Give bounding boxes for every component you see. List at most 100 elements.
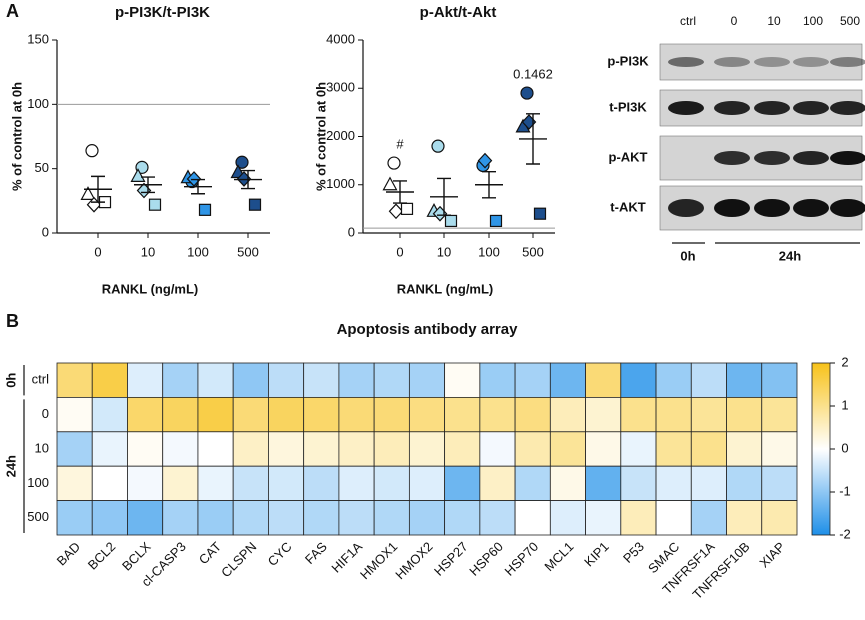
heatmap-cell [162,500,199,536]
colorbar-tick-label: -2 [839,526,851,541]
error-bar [241,169,255,190]
dot [387,156,401,170]
dot [489,214,503,228]
column-label: FAS [302,539,330,567]
column-label: MCL1 [541,539,576,574]
column-label: BAD [54,539,84,569]
heatmap-cell [303,431,340,467]
heatmap-cell [444,362,481,398]
colorbar-tick-label: 2 [841,354,848,369]
column-label: KIP1 [581,539,612,570]
heatmap-cell [690,431,727,467]
colorbar [811,362,831,536]
error-bar [91,175,105,203]
column-label: HMOX2 [392,539,435,582]
panel-label: A [6,1,19,21]
heatmap-cell [91,362,128,398]
blot-band [668,57,704,67]
heatmap-cell [162,362,199,398]
x-axis-label: RANKL (ng/mL) [397,281,494,296]
heatmap-cell [408,396,446,433]
heatmap-cell [726,465,763,502]
heatmap-cell [761,431,798,467]
heatmap-cell [655,396,692,433]
dot [85,144,99,158]
dot [431,139,445,153]
dot [80,186,96,200]
dot [248,198,262,211]
error-bar [482,171,496,199]
heatmap-cell [303,500,340,536]
colorbar-tick-label: 0 [841,440,848,455]
heatmap-cell [303,396,340,433]
y-tick-label: 50 [35,160,49,175]
heatmap-cell [690,396,727,433]
blot-band [793,151,829,165]
error-bar [437,177,451,216]
heatmap-cell [514,396,551,433]
blot-column-label: 100 [803,14,823,28]
colorbar-tick-label: -1 [839,483,851,498]
blot-band [714,57,750,67]
blot-band [793,199,829,217]
heatmap-cell [549,465,586,502]
blot-row-label: t-AKT [610,199,645,214]
group-label: 24h [3,455,18,477]
y-tick-label: 0 [42,224,49,239]
heatmap-cell [268,500,305,536]
column-label: HSP60 [466,539,506,579]
row-label: 10 [35,440,49,455]
heatmap-cell [338,362,375,398]
dot [130,168,146,182]
y-tick-label: 1000 [326,176,355,191]
error-bar [191,178,205,195]
heatmap-cell [620,362,657,398]
dot [477,152,493,169]
heatmap-cell [444,396,481,433]
y-tick-label: 4000 [326,31,355,46]
heatmap-cell [91,500,128,536]
blot-band [754,57,790,67]
heatmap-cell [232,396,269,433]
blot-band [793,57,829,67]
heatmap-cell [338,431,375,467]
heatmap-cell [585,465,622,502]
column-label: BCL2 [85,539,119,573]
dot [444,214,458,228]
heatmap-cell [479,396,516,433]
heatmap-cell [655,500,692,536]
heatmap-cell [444,431,481,467]
heatmap-cell [585,396,622,433]
heatmap-cell [479,465,516,502]
column-label: CAT [196,539,224,567]
column-label: CYC [265,539,295,569]
row-label: 0 [42,406,49,421]
blot-row-label: t-PI3K [609,99,647,114]
heatmap-cell [620,465,657,502]
heatmap-cell [514,500,551,536]
heatmap-cell [408,465,446,502]
heatmap-cell [162,396,199,433]
y-tick-label: 3000 [326,80,355,95]
heatmap-cell [373,500,410,536]
heatmap-cell [408,362,446,398]
group-label: 0h [3,373,18,388]
heatmap-cell [197,431,234,467]
heatmap-cell [232,431,269,467]
y-tick-label: 2000 [326,128,355,143]
panel-label: B [6,311,19,331]
blot-column-label: ctrl [680,14,696,28]
blot-row-label: p-PI3K [607,53,649,68]
chart-title: p-Akt/t-Akt [420,4,497,21]
x-tick-label: 0 [94,244,101,259]
row-label: 100 [27,475,49,490]
column-label: XIAP [756,539,788,571]
heatmap-cell [408,500,446,536]
heatmap-cell [373,431,410,467]
heatmap-cell [690,362,727,398]
annotation: 0.1462 [513,67,553,82]
heatmap-cell [56,465,93,502]
heatmap-cell [91,465,128,502]
heatmap-cell [268,465,305,502]
x-tick-label: 0 [396,244,403,259]
